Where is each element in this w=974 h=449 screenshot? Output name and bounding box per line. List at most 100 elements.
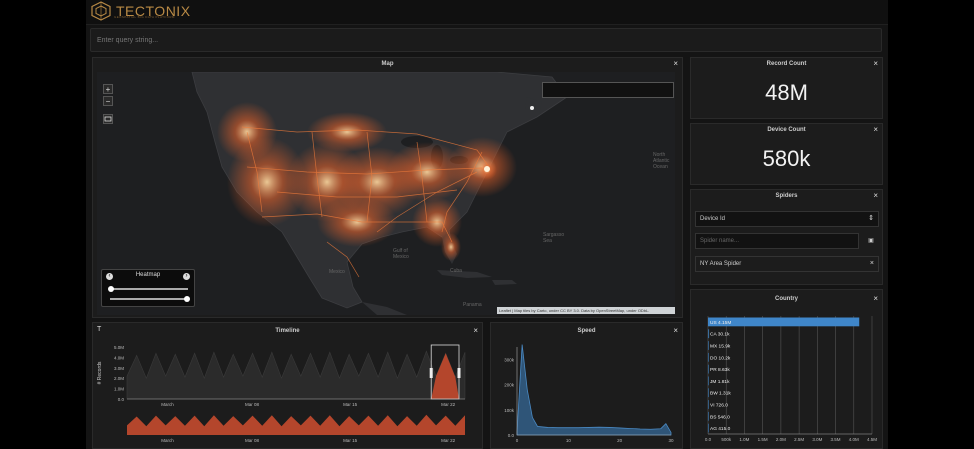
country-bar-label: BW 1.31k	[710, 391, 731, 397]
heatmap-radius-slider[interactable]	[108, 286, 188, 292]
spiders-close-button[interactable]: ×	[873, 191, 878, 200]
country-x-tick: 1.0M	[739, 437, 749, 442]
save-spider-button[interactable]: ▣	[863, 233, 879, 249]
hotspot-new-york	[484, 166, 490, 172]
timeline-overview-x-tick: Mar 08	[245, 438, 260, 443]
brush-handle-right[interactable]	[457, 368, 461, 378]
heatmap-next-button[interactable]: ›	[183, 273, 190, 280]
map-canvas[interactable]: + − Gulf of Mexico Mexico Sargasso Sea N…	[97, 72, 675, 315]
device-count-panel: Device Count × 580k	[690, 123, 883, 185]
map-tiles	[191, 72, 568, 315]
timeline-title: Timeline	[275, 328, 300, 334]
country-bar[interactable]	[708, 364, 709, 374]
heatmap-control: ‹ Heatmap ›	[101, 269, 195, 307]
country-x-tick: 3.0M	[812, 437, 822, 442]
spider-list-item[interactable]: NY Area Spider ×	[695, 256, 879, 272]
speed-x-tick: 20	[617, 438, 623, 443]
spider-name-input[interactable]: Spider name...	[695, 233, 859, 249]
country-x-tick: 2.0M	[776, 437, 786, 442]
timeline-close-button[interactable]: ×	[473, 326, 478, 335]
logo[interactable]: TECTONIX	[90, 1, 191, 21]
timeline-y-tick: 1.0M	[114, 387, 124, 392]
heatmap-intensity-slider[interactable]	[110, 296, 190, 302]
device-count-value: 580k	[762, 146, 811, 171]
logo-icon	[91, 1, 111, 21]
select-arrow-icon: ⇕	[868, 215, 874, 222]
timeline-y-tick: 0.0	[118, 397, 125, 402]
speed-area	[516, 344, 672, 436]
timeline-y-tick: 3.0M	[114, 366, 124, 371]
country-chart: 0.0 500k 1.0M 1.5M 2.0M 2.5M 3.0M 3.5M 4.0M 4.5M U…	[705, 316, 877, 442]
speed-x-tick: 30	[668, 438, 674, 443]
map-marker	[530, 106, 534, 110]
timeline-overview-x-tick: March	[161, 438, 174, 443]
record-count-close-button[interactable]: ×	[873, 59, 878, 68]
timeline-area	[126, 350, 466, 400]
map-panel: Map ×	[92, 57, 683, 318]
country-x-tick: 0.0	[705, 437, 712, 442]
zoom-out-button[interactable]: −	[103, 96, 113, 106]
speed-close-button[interactable]: ×	[673, 326, 678, 335]
country-bar[interactable]	[708, 388, 709, 398]
country-bar-label: VI 726.0	[710, 403, 728, 409]
country-bar[interactable]	[708, 329, 710, 339]
save-icon: ▣	[868, 238, 874, 244]
country-bar[interactable]	[708, 341, 709, 350]
timeline-overview-x-tick: Mar 15	[343, 438, 358, 443]
country-bar[interactable]	[708, 411, 709, 421]
speed-x-tick: 10	[566, 438, 572, 443]
speed-y-tick: 0.0	[508, 433, 515, 438]
map-close-button[interactable]: ×	[673, 59, 678, 68]
layers-icon	[104, 116, 112, 122]
speed-y-tick: 200k	[504, 383, 515, 388]
country-bar[interactable]	[708, 400, 709, 409]
country-bar-label: JM 1.81k	[710, 379, 730, 385]
heatmap-intensity-knob[interactable]	[184, 296, 190, 302]
heatmap-prev-button[interactable]: ‹	[106, 273, 113, 280]
query-input[interactable]: Enter query string...	[90, 28, 882, 52]
timeline-x-tick: Mar 22	[441, 402, 456, 407]
timeline-y-tick: 5.0M	[114, 345, 124, 350]
timeline-x-tick: Mar 08	[245, 402, 260, 407]
map-title: Map	[381, 61, 394, 67]
brush-handle-left[interactable]	[429, 368, 433, 378]
country-x-tick: 500k	[721, 437, 732, 442]
country-bar[interactable]	[708, 423, 709, 433]
speed-title: Speed	[577, 328, 596, 334]
country-bar[interactable]	[708, 352, 709, 362]
country-bar[interactable]	[708, 317, 860, 327]
zoom-in-button[interactable]: +	[103, 84, 113, 94]
timeline-chart[interactable]: 0.0 1.0M 2.0M 3.0M 4.0M 5.0M # Records March Mar…	[93, 339, 482, 449]
spider-field-select[interactable]: Device Id ⇕	[695, 211, 879, 227]
country-x-tick: 1.5M	[758, 437, 768, 442]
country-bar-label: AG 415.0	[710, 426, 731, 432]
country-close-button[interactable]: ×	[873, 294, 878, 303]
label-sargasso-sea: Sargasso Sea	[543, 232, 565, 244]
country-x-tick: 4.5M	[867, 437, 877, 442]
country-bar-label: CA 30.1k	[710, 332, 730, 338]
top-bar: TECTONIX GEOSPATIAL BIG DATA PLATFORM	[86, 0, 888, 25]
label-north-atlantic-ocean: North Atlantic Ocean	[653, 152, 670, 170]
layers-button[interactable]	[103, 114, 113, 124]
timeline-y-tick: 2.0M	[114, 376, 124, 381]
timeline-overview-area[interactable]	[127, 414, 465, 435]
land-central-america	[362, 302, 407, 315]
heatmap-radius-knob[interactable]	[108, 286, 114, 292]
timeline-filter-button[interactable]: T	[97, 326, 101, 333]
device-count-close-button[interactable]: ×	[873, 125, 878, 134]
map-attribution[interactable]: Leaflet | Map tiles by Carto, under CC B…	[497, 307, 675, 314]
label-gulf-of-mexico: Gulf of Mexico	[393, 248, 409, 260]
land-newfoundland	[525, 97, 542, 114]
country-x-tick: 4.0M	[849, 437, 859, 442]
remove-spider-button[interactable]: ×	[869, 260, 874, 267]
record-count-panel: Record Count × 48M	[690, 57, 883, 119]
map-search-input[interactable]	[542, 82, 674, 98]
timeline-brush-fill	[431, 353, 459, 399]
country-bar[interactable]	[708, 376, 709, 386]
label-panama: Panama	[463, 302, 482, 308]
timeline-y-tick: 4.0M	[114, 355, 124, 360]
land-hispaniola	[492, 280, 517, 285]
spider-item-label: NY Area Spider	[700, 261, 742, 267]
speed-y-tick: 300k	[504, 358, 515, 363]
timeline-panel: Timeline × T 0.0 1.0M 2.0M 3.0M 4.0M 5.0M # Re…	[92, 322, 483, 449]
